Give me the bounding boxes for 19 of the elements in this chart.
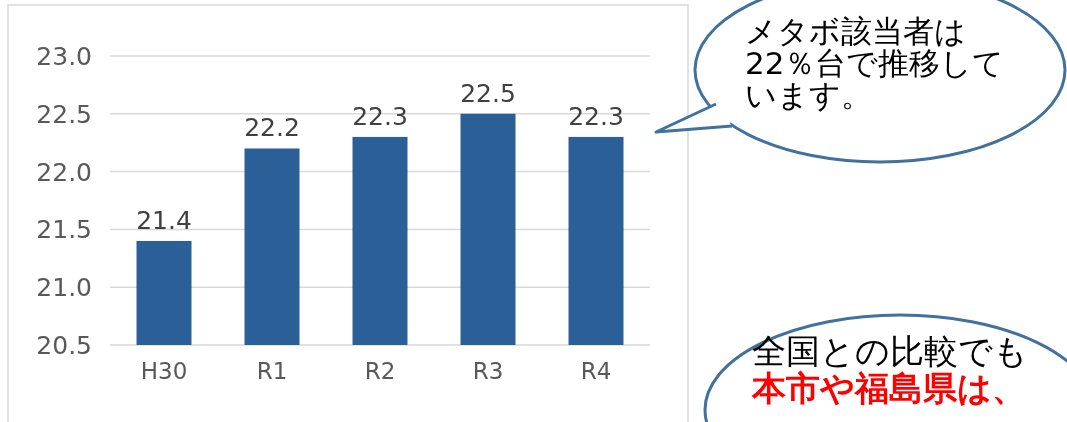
x-tick-label: R2 — [364, 358, 396, 384]
text: メタボ該当者は22％台で推移しています。 — [745, 13, 1005, 113]
y-tick-label: 23.0 — [36, 42, 92, 71]
data-label: 22.2 — [244, 113, 300, 143]
data-label: 22.3 — [568, 101, 624, 131]
data-label: 22.3 — [352, 101, 408, 131]
y-tick-label: 20.5 — [36, 331, 92, 360]
y-tick-label: 22.5 — [36, 99, 92, 129]
y-tick-label: 22.0 — [36, 157, 92, 187]
data-label: 21.4 — [136, 205, 192, 235]
x-tick-label: H30 — [140, 358, 188, 384]
text: 本市や福島県は、 — [751, 368, 1026, 408]
y-tick-label: 21.5 — [36, 215, 92, 245]
data-label: 22.5 — [460, 78, 516, 108]
y-tick-label: 21.0 — [36, 273, 92, 303]
text: 全国との比較でも — [752, 331, 1028, 371]
x-tick-label: R3 — [472, 358, 504, 384]
x-tick-label: R4 — [580, 358, 612, 384]
x-tick-label: R1 — [256, 358, 288, 384]
